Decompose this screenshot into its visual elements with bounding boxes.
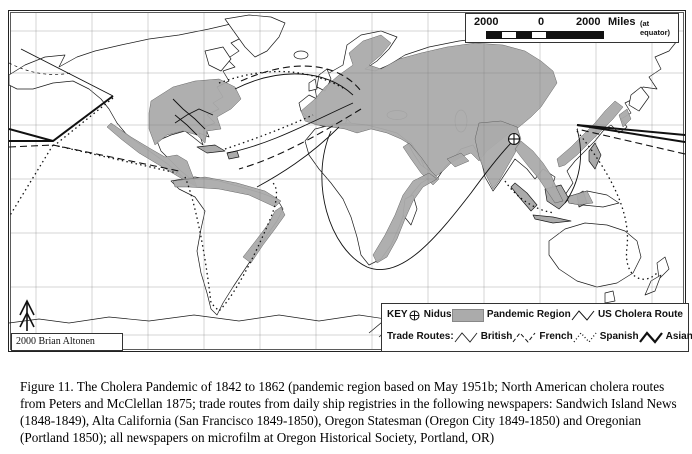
asian-route-line-sample — [638, 330, 663, 344]
key-spanish-label: Spanish — [599, 331, 639, 342]
pandemic-southeast-asia — [514, 140, 564, 204]
key-spanish-entry: Spanish — [573, 331, 639, 344]
us-cholera-route-line-sample — [571, 309, 595, 321]
pandemic-korea — [618, 108, 632, 128]
scale-bar-graphic — [486, 31, 604, 39]
pandemic-region-swatch — [451, 308, 484, 322]
key-us-route-entry: US Cholera Route — [571, 309, 683, 322]
scale-center-label: 0 — [538, 16, 545, 28]
hudson-bay — [204, 46, 232, 72]
landmasses — [9, 14, 678, 316]
java — [532, 214, 572, 224]
spanish-trade-routes — [9, 70, 658, 312]
graticule — [11, 13, 683, 349]
sumatra — [510, 182, 538, 212]
key-french-label: French — [539, 331, 573, 342]
world-map-frame: 2000 0 2000 Miles (at equator) KEY Nidus… — [8, 10, 692, 352]
trade-routes — [9, 48, 685, 312]
cuba — [196, 144, 226, 154]
key-french-entry: French — [512, 331, 573, 344]
pandemic-east-africa — [372, 172, 438, 264]
world-map — [9, 12, 685, 350]
pandemic-eastern-us — [148, 78, 242, 146]
ireland — [308, 78, 318, 92]
new-zealand-north — [656, 256, 670, 280]
pandemic-china-coast — [556, 100, 624, 168]
key-row-1: KEY Nidus Pandemic Region US Cholera Rou… — [382, 304, 688, 326]
key-asian-entry: Asian — [638, 330, 692, 344]
key-nidus-label: Nidus — [423, 309, 452, 320]
iceland — [293, 50, 309, 60]
australia — [548, 222, 642, 288]
key-nidus-entry: Nidus — [408, 309, 452, 322]
figure-caption: Figure 11. The Cholera Pandemic of 1842 … — [20, 379, 677, 445]
spanish-route-line-sample — [573, 331, 597, 343]
scale-right-label: 2000 — [576, 16, 601, 28]
map-credit: 2000 Brian Altonen — [11, 333, 123, 351]
key-row-2: Trade Routes: British French Spanish Asi… — [382, 326, 692, 348]
pandemic-persian-gulf — [446, 152, 470, 168]
tasmania — [604, 290, 616, 304]
nidus-marker — [507, 132, 521, 146]
key-pandemic-entry: Pandemic Region — [451, 308, 571, 322]
aleutian-chain — [9, 62, 72, 75]
pandemic-new-guinea-west — [566, 190, 594, 206]
key-trade-routes-title: Trade Routes: — [387, 331, 454, 342]
key-title: KEY — [387, 309, 408, 320]
scale-unit-note: (at equator) — [640, 19, 670, 37]
philippines — [588, 142, 602, 170]
british-route-line-sample — [454, 331, 478, 343]
north-arrow-icon — [19, 299, 35, 331]
new-zealand-south — [644, 274, 662, 296]
map-key: KEY Nidus Pandemic Region US Cholera Rou… — [381, 303, 692, 352]
key-pandemic-label: Pandemic Region — [486, 309, 571, 320]
asian-trade-routes — [9, 95, 685, 143]
key-asian-label: Asian — [665, 331, 692, 342]
scale-bar: 2000 0 2000 Miles (at equator) — [465, 13, 679, 43]
key-us-route-label: US Cholera Route — [597, 309, 683, 320]
nidus-icon — [409, 310, 420, 320]
key-british-entry: British — [454, 331, 513, 344]
scale-unit-label: Miles — [608, 16, 636, 28]
japan — [628, 86, 650, 112]
map-inner-border — [10, 12, 684, 350]
french-route-line-sample — [512, 331, 536, 343]
us-cholera-routes — [172, 98, 214, 136]
scale-left-label: 2000 — [474, 16, 499, 28]
pandemic-south-america-east-coast — [242, 206, 286, 264]
key-british-label: British — [480, 331, 513, 342]
